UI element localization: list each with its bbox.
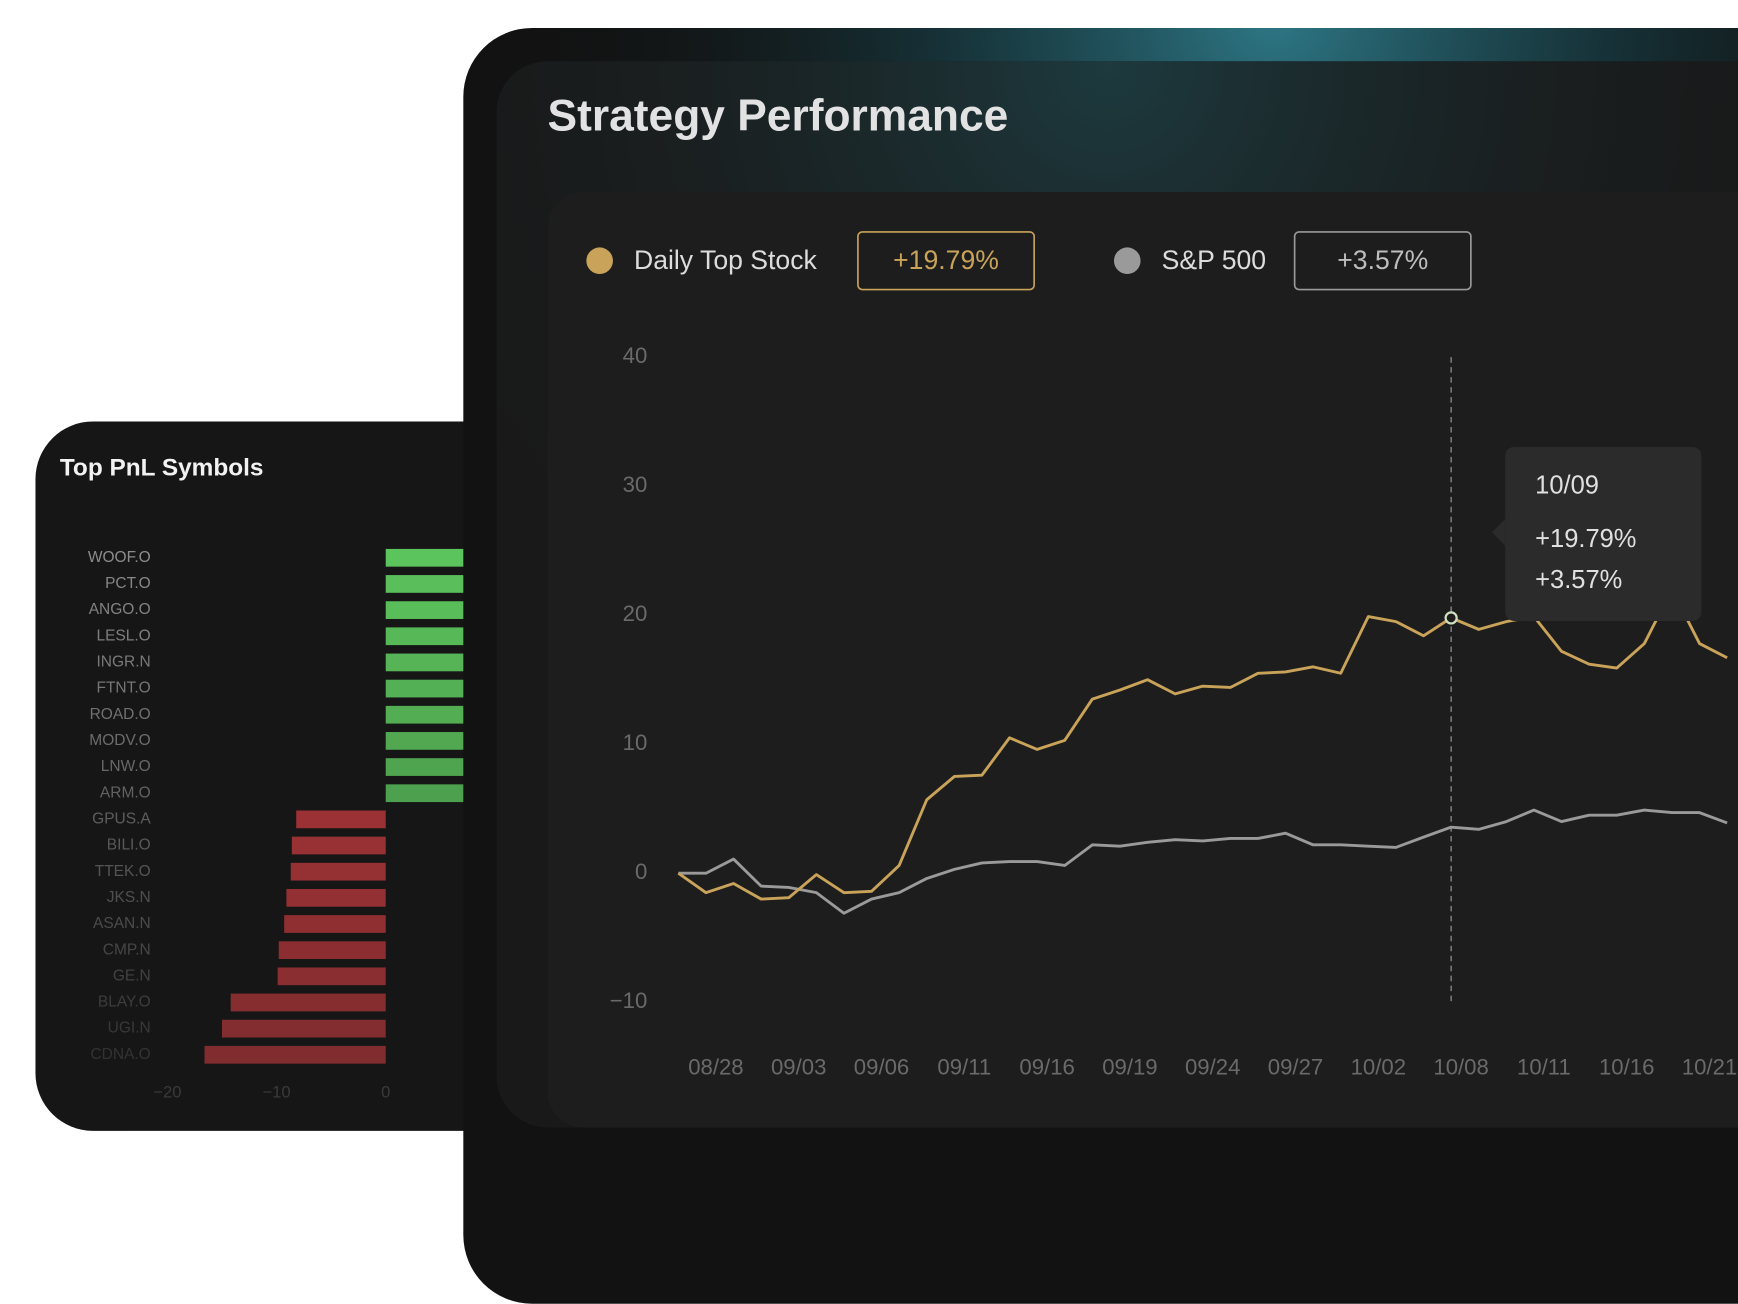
bar <box>290 862 386 881</box>
series-line <box>677 587 1728 901</box>
y-tick-label: UGI.N <box>108 1020 151 1037</box>
tooltip-pointer <box>1491 518 1506 546</box>
legend-badge <box>857 231 1035 291</box>
bar <box>284 915 386 933</box>
chart-card <box>547 192 1738 1128</box>
y-tick-label: BLAY.O <box>98 994 151 1011</box>
bar <box>204 1045 386 1064</box>
tooltip-value: +19.79% <box>1535 525 1636 553</box>
legend-dot <box>586 247 613 275</box>
x-tick-label: 09/24 <box>1185 1055 1240 1080</box>
x-tick-label: 09/27 <box>1268 1055 1323 1080</box>
legend-label: S&P 500 <box>1162 245 1267 275</box>
y-tick-label: CDNA.O <box>90 1046 150 1063</box>
x-tick-label: 09/19 <box>1102 1055 1157 1080</box>
legend-badge-value: +19.79% <box>893 245 999 275</box>
bar <box>221 1019 386 1038</box>
x-tick-label: 09/03 <box>771 1055 826 1080</box>
y-tick-label: CMP.N <box>103 941 151 958</box>
tooltip <box>1505 446 1702 621</box>
y-tick-label: MODV.O <box>89 732 150 749</box>
x-tick-label: 10/16 <box>1599 1055 1654 1080</box>
y-tick-label: GE.N <box>113 967 151 984</box>
legend-label: Daily Top Stock <box>634 245 817 275</box>
y-tick-label: WOOF.O <box>88 549 151 566</box>
y-tick-label: 20 <box>623 601 648 626</box>
bar <box>286 888 386 907</box>
card-title: Top PnL Symbols <box>60 455 264 482</box>
y-tick-label: FTNT.O <box>96 680 150 697</box>
x-tick-label: 09/06 <box>854 1055 909 1080</box>
bar <box>230 993 386 1012</box>
x-tick-label: 10/08 <box>1433 1055 1488 1080</box>
y-tick-label: ANGO.O <box>89 601 151 618</box>
bar <box>291 836 386 855</box>
y-tick-label: ROAD.O <box>90 706 151 723</box>
hover-point <box>1444 611 1458 625</box>
y-tick-label: 40 <box>623 343 648 368</box>
panel-title: Strategy Performance <box>548 92 1009 141</box>
legend-badge-value: +3.57% <box>1337 245 1428 275</box>
x-tick-label: 08/28 <box>688 1055 743 1080</box>
y-tick-label: LNW.O <box>101 758 151 775</box>
y-tick-label: 30 <box>623 472 648 497</box>
y-tick-label: GPUS.A <box>92 810 151 827</box>
y-tick-label: LESL.O <box>96 627 150 644</box>
y-tick-label: JKS.N <box>107 889 151 906</box>
y-tick-label: TTEK.O <box>95 863 151 880</box>
series-line <box>678 808 1728 915</box>
y-tick-label: −10 <box>610 988 648 1013</box>
bar <box>278 941 386 960</box>
y-tick-label: 0 <box>635 859 647 884</box>
y-tick-label: INGR.N <box>96 654 150 671</box>
bar <box>277 967 386 986</box>
y-tick-label: BILI.O <box>107 837 151 854</box>
x-tick-label: −20 <box>153 1083 181 1102</box>
bar <box>385 784 484 803</box>
strategy-panel: Strategy Performance Daily Top Stock +19.… <box>463 27 1738 1304</box>
y-tick-label: ARM.O <box>100 784 151 801</box>
x-tick-label: 10/02 <box>1351 1055 1406 1080</box>
x-tick-label: 09/11 <box>937 1055 991 1080</box>
x-tick-label: 09/16 <box>1019 1055 1074 1080</box>
y-tick-label: ASAN.N <box>93 915 151 932</box>
x-tick-label: 10/11 <box>1517 1055 1571 1080</box>
legend-dot <box>1113 247 1141 275</box>
bar <box>296 810 386 829</box>
line-plot: Daily Top Stock +19.79% S&P 500 +3.57% −10 0 1… <box>586 231 1737 1080</box>
x-tick-label: 10/21 <box>1682 1055 1737 1080</box>
x-tick-label: −10 <box>262 1083 290 1102</box>
y-tick-label: 10 <box>623 730 648 755</box>
y-tick-label: PCT.O <box>105 575 151 592</box>
legend-badge <box>1293 231 1472 291</box>
tooltip-date: 10/09 <box>1535 472 1599 500</box>
x-tick-label: 0 <box>381 1083 390 1102</box>
tooltip-value: +3.57% <box>1535 566 1622 594</box>
